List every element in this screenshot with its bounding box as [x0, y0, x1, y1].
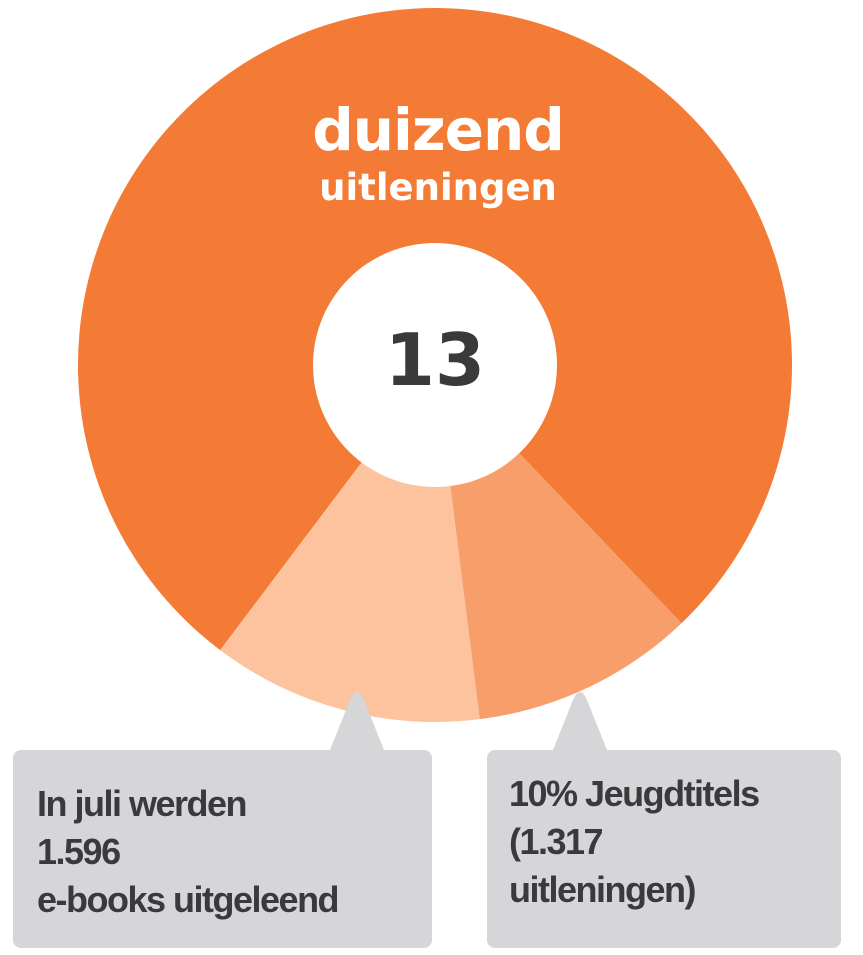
callout-line: e-books uitgeleend [37, 879, 340, 920]
chart-title: duizend [312, 96, 565, 164]
chart-subtitle: uitleningen [319, 166, 557, 209]
callout-pointer-ebooks [330, 692, 384, 750]
callout-line: uitleningen) [509, 869, 696, 910]
callout-ebooks: In juli werden 1.596 e-books uitgeleend [13, 750, 432, 948]
callout-line: 1.596 [37, 831, 121, 872]
callout-line: (1.317 [509, 821, 604, 862]
callout-jeugdtitels: 10% Jeugdtitels (1.317 uitleningen) [487, 750, 841, 948]
callout-pointer-jeugd [553, 692, 607, 750]
center-value: 13 [384, 318, 486, 402]
callout-line: In juli werden [37, 783, 248, 824]
callout-line: 10% Jeugdtitels [509, 773, 760, 814]
donut-hole [313, 243, 557, 487]
